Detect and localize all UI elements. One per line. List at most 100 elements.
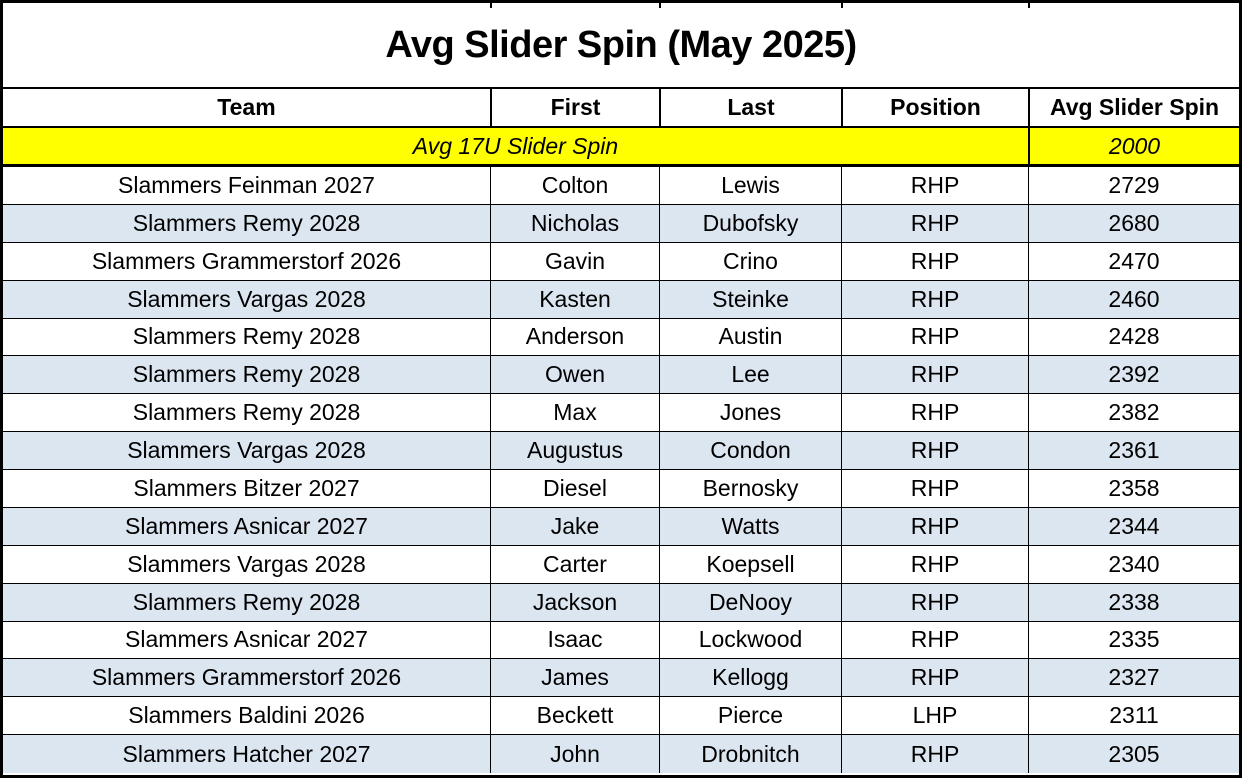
cell-first: Gavin: [490, 242, 659, 280]
table-row: Slammers Remy 2028 Anderson Austin RHP 2428: [3, 318, 1239, 357]
table-body: Slammers Feinman 2027 Colton Lewis RHP 2729 S…: [3, 167, 1239, 773]
column-header-spin: Avg Slider Spin: [1028, 89, 1239, 126]
cell-position: RHP: [841, 545, 1028, 583]
cell-last: Pierce: [659, 697, 841, 735]
cell-spin: 2361: [1028, 432, 1239, 469]
cell-first: Kasten: [490, 280, 659, 318]
table-row: Slammers Baldini 2026 Beckett Pierce LHP 231…: [3, 697, 1239, 736]
average-label: Avg 17U Slider Spin: [412, 132, 619, 159]
table-row: Slammers Grammerstorf 2026 Gavin Crino RHP 2…: [3, 242, 1239, 281]
cell-team: Slammers Baldini 2026: [128, 702, 365, 729]
cell-team: Slammers Feinman 2027: [118, 171, 375, 198]
cell-first: John: [490, 735, 659, 773]
cell-team: Slammers Bitzer 2027: [133, 474, 360, 501]
table-row: Slammers Asnicar 2027 Isaac Lockwood RHP 233…: [3, 621, 1239, 660]
table-row: Slammers Bitzer 2027 Diesel Bernosky RHP 235…: [3, 470, 1239, 508]
cell-spin: 2382: [1028, 394, 1239, 432]
cell-last: Kellogg: [659, 659, 841, 697]
table-row: Slammers Feinman 2027 Colton Lewis RHP 2729: [3, 167, 1239, 205]
table-row: Slammers Remy 2028 Max Jones RHP 2382: [3, 394, 1239, 433]
cell-first: Jackson: [490, 583, 659, 621]
cell-spin: 2460: [1028, 280, 1239, 318]
cell-first: Colton: [490, 167, 659, 204]
cell-position: RHP: [841, 280, 1028, 318]
cell-last: Steinke: [659, 280, 841, 318]
cell-first: Isaac: [490, 621, 659, 659]
cell-position: RHP: [841, 318, 1028, 356]
column-header-position: Position: [841, 89, 1028, 126]
cell-team: Slammers Remy 2028: [132, 209, 361, 236]
column-header-first: First: [490, 89, 659, 126]
cell-spin: 2358: [1028, 470, 1239, 507]
table-title: Avg Slider Spin (May 2025): [385, 23, 857, 66]
cell-first: Augustus: [490, 432, 659, 469]
cell-last: Lewis: [659, 167, 841, 204]
column-divider-tick: [490, 3, 492, 8]
cell-team: Slammers Remy 2028: [132, 399, 361, 426]
cell-last: Lockwood: [659, 621, 841, 659]
cell-last: Condon: [659, 432, 841, 469]
cell-last: Koepsell: [659, 545, 841, 583]
table-row: Slammers Vargas 2028 Augustus Condon RHP 236…: [3, 432, 1239, 470]
cell-first: Diesel: [490, 470, 659, 507]
cell-spin: 2392: [1028, 356, 1239, 394]
cell-spin: 2327: [1028, 659, 1239, 697]
cell-position: RHP: [841, 507, 1028, 545]
cell-last: Watts: [659, 507, 841, 545]
cell-spin: 2344: [1028, 507, 1239, 545]
cell-last: Lee: [659, 356, 841, 394]
cell-position: RHP: [841, 167, 1028, 204]
table-row: Slammers Vargas 2028 Carter Koepsell RHP 234…: [3, 545, 1239, 584]
table-title-row: Avg Slider Spin (May 2025): [3, 3, 1239, 89]
column-header-team: Team: [217, 94, 276, 120]
cell-position: RHP: [841, 735, 1028, 773]
table-header-row: Team First Last Position Avg Slider Spin: [3, 89, 1239, 126]
cell-team: Slammers Vargas 2028: [127, 437, 366, 464]
table-row: Slammers Hatcher 2027 John Drobnitch RHP 230…: [3, 735, 1239, 773]
cell-spin: 2305: [1028, 735, 1239, 773]
cell-last: Dubofsky: [659, 204, 841, 242]
cell-team: Slammers Remy 2028: [132, 588, 361, 615]
column-divider-tick: [1028, 3, 1030, 8]
cell-team: Slammers Asnicar 2027: [125, 512, 368, 539]
column-divider-tick: [659, 3, 661, 8]
cell-last: Bernosky: [659, 470, 841, 507]
cell-first: James: [490, 659, 659, 697]
cell-first: Anderson: [490, 318, 659, 356]
cell-first: Carter: [490, 545, 659, 583]
cell-position: RHP: [841, 394, 1028, 432]
column-header-last: Last: [659, 89, 841, 126]
table-row: Slammers Asnicar 2027 Jake Watts RHP 2344: [3, 507, 1239, 546]
cell-team: Slammers Hatcher 2027: [122, 740, 371, 767]
cell-position: RHP: [841, 242, 1028, 280]
average-highlight-row: Avg 17U Slider Spin 2000: [3, 126, 1239, 167]
table-row: Slammers Grammerstorf 2026 James Kellogg RH…: [3, 659, 1239, 698]
cell-spin: 2428: [1028, 318, 1239, 356]
cell-last: Austin: [659, 318, 841, 356]
cell-team: Slammers Remy 2028: [132, 361, 361, 388]
cell-position: RHP: [841, 621, 1028, 659]
cell-spin: 2340: [1028, 545, 1239, 583]
cell-spin: 2729: [1028, 167, 1239, 204]
cell-spin: 2338: [1028, 583, 1239, 621]
cell-position: LHP: [841, 697, 1028, 735]
cell-first: Jake: [490, 507, 659, 545]
cell-last: DeNooy: [659, 583, 841, 621]
cell-team: Slammers Vargas 2028: [127, 550, 366, 577]
cell-position: RHP: [841, 583, 1028, 621]
cell-team: Slammers Asnicar 2027: [125, 626, 368, 653]
cell-last: Crino: [659, 242, 841, 280]
cell-position: RHP: [841, 659, 1028, 697]
table-row: Slammers Remy 2028 Jackson DeNooy RHP 2338: [3, 583, 1239, 622]
cell-position: RHP: [841, 432, 1028, 469]
cell-position: RHP: [841, 470, 1028, 507]
cell-spin: 2311: [1028, 697, 1239, 735]
cell-first: Max: [490, 394, 659, 432]
cell-last: Jones: [659, 394, 841, 432]
cell-position: RHP: [841, 204, 1028, 242]
cell-first: Owen: [490, 356, 659, 394]
cell-first: Beckett: [490, 697, 659, 735]
table-row: Slammers Remy 2028 Nicholas Dubofsky RHP 268…: [3, 204, 1239, 243]
table-row: Slammers Vargas 2028 Kasten Steinke RHP 2460: [3, 280, 1239, 319]
